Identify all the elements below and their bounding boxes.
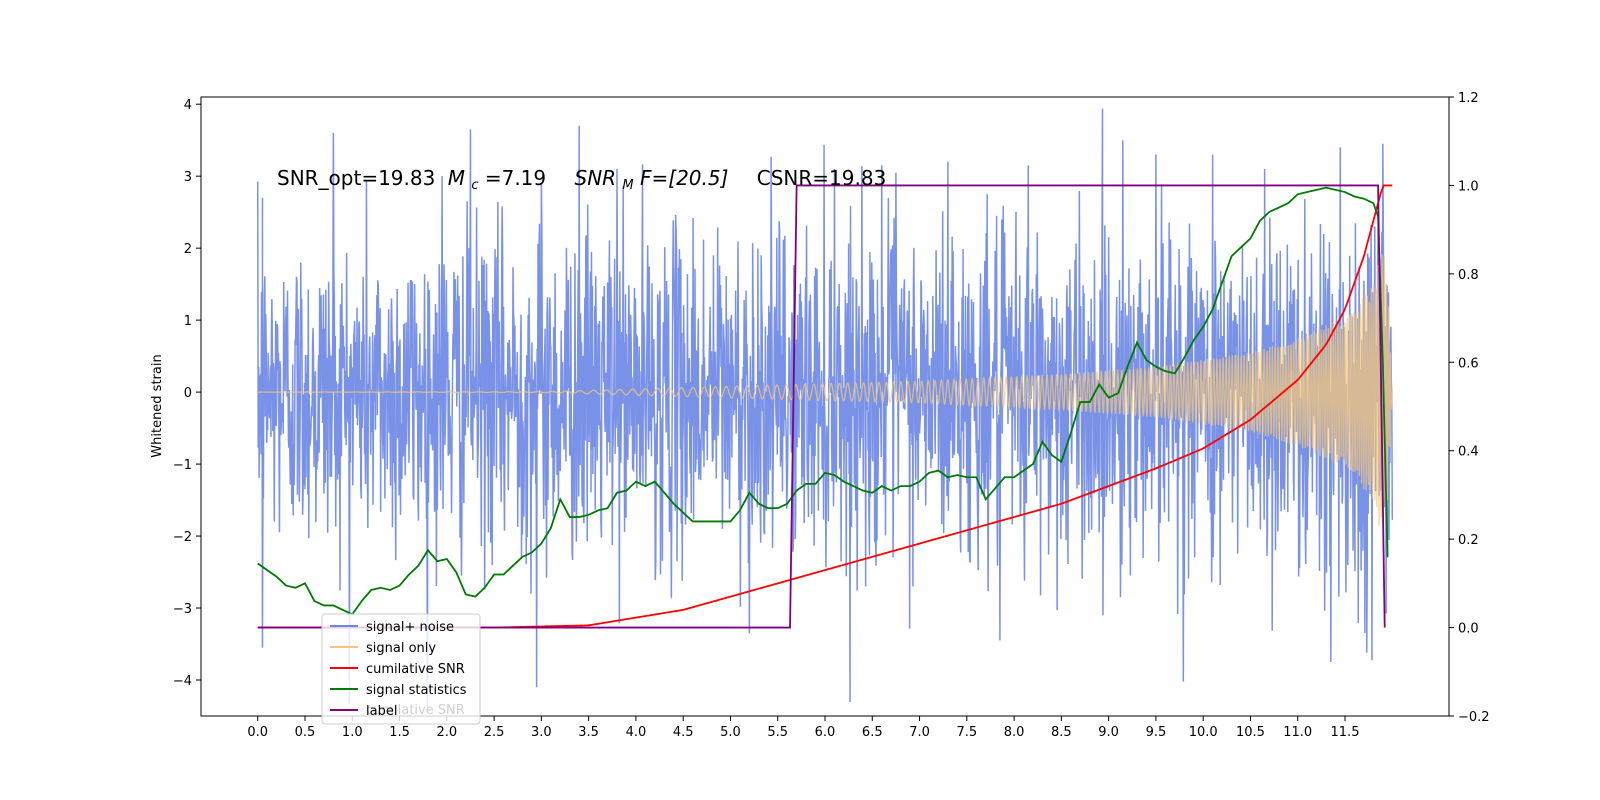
x-tick-label: 7.0 — [909, 725, 930, 740]
y2-tick-label: 0.2 — [1458, 533, 1479, 548]
annotation-mc-value: =7.19 — [485, 166, 546, 190]
y-tick-label: −1 — [173, 458, 192, 473]
x-tick-label: 11.5 — [1331, 725, 1360, 740]
series-signal-statistics — [257, 186, 1389, 616]
x-tick-label: 2.5 — [484, 725, 505, 740]
x-tick-label: 1.0 — [342, 725, 363, 740]
x-tick-label: 3.5 — [578, 725, 599, 740]
legend-label: signal+ noise — [366, 620, 454, 635]
x-tick-label: 3.0 — [531, 725, 552, 740]
y2-tick-label: 1.0 — [1458, 179, 1479, 194]
y-tick-label: 2 — [184, 242, 192, 257]
y2-tick-label: 1.2 — [1458, 91, 1479, 106]
x-tick-label: 6.5 — [862, 725, 883, 740]
annotation-mc-symbol: M — [448, 166, 465, 190]
legend-label: signal only — [366, 641, 436, 656]
x-tick-label: 9.5 — [1146, 725, 1167, 740]
y-tick-label: −4 — [173, 674, 192, 689]
x-tick-label: 9.0 — [1098, 725, 1119, 740]
y-tick-label: 1 — [184, 314, 192, 329]
x-tick-label: 2.0 — [436, 725, 457, 740]
x-tick-label: 7.5 — [956, 725, 977, 740]
y2-tick-label: 0.8 — [1458, 268, 1479, 283]
legend-label: signal statistics — [366, 683, 467, 698]
x-tick-label: 6.0 — [815, 725, 836, 740]
y-tick-label: 4 — [184, 98, 192, 113]
x-tick-label: 10.5 — [1236, 725, 1265, 740]
annotation-snrmf-subscript: M — [622, 178, 633, 193]
annotation: SNR_opt=19.83 M c =7.19 SNR M F=[20.5] C… — [277, 166, 886, 194]
series-signal-plus-noise — [256, 108, 1394, 713]
noise-layer — [256, 108, 1394, 713]
svg-text:SNR_opt=19.83 M c: SNR_opt=19.83 M c =7.19 SNR M F=[20.5] C… — [277, 166, 886, 194]
x-tick-label: 4.0 — [626, 725, 647, 740]
y2-tick-label: 0.6 — [1458, 356, 1479, 371]
x-tick-label: 11.0 — [1283, 725, 1312, 740]
annotation-mc-subscript: c — [471, 178, 478, 193]
x-tick-label: 8.5 — [1051, 725, 1072, 740]
y-tick-label: 0 — [184, 386, 192, 401]
x-tick-label: 10.0 — [1189, 725, 1218, 740]
series-signal-only — [257, 254, 1393, 539]
y-axis-label: Whitened strain — [150, 354, 165, 457]
y2-tick-label: 0.0 — [1458, 622, 1479, 637]
annotation-csnr: CSNR=19.83 — [757, 166, 887, 190]
legend-label: label — [366, 704, 397, 719]
x-axis: 0.0 0.5 1.0 1.5 2.0 2.5 3.0 3.5 4.0 4.5 5.0 5.5 6.0 6… — [247, 716, 1359, 740]
x-tick-label: 4.5 — [673, 725, 694, 740]
signal-layer — [257, 254, 1393, 539]
annotation-snrmf-symbol: SNR — [575, 166, 617, 190]
legend-box — [321, 613, 481, 725]
legend-hidden-text: cumilative SNR — [366, 703, 465, 718]
x-tick-label: 8.0 — [1004, 725, 1025, 740]
legend: cumilative SNR signal+ noise signal only cu… — [321, 613, 481, 725]
x-tick-label: 5.5 — [767, 725, 788, 740]
y-axis-right: 1.2 1.0 0.8 0.6 0.4 0.2 0.0 −0.2 — [1449, 91, 1490, 725]
x-tick-label: 5.0 — [720, 725, 741, 740]
series-label — [257, 184, 1386, 629]
y-tick-label: −3 — [173, 602, 192, 617]
y-tick-label: −2 — [173, 530, 192, 545]
y2-tick-label: 0.4 — [1458, 445, 1479, 460]
y-tick-label: 3 — [184, 170, 192, 185]
x-tick-label: 1.5 — [389, 725, 410, 740]
x-tick-label: 0.0 — [247, 725, 268, 740]
annotation-snrmf-tail: F=[20.5] — [640, 166, 728, 190]
annotation-snr-opt: SNR_opt=19.83 — [277, 166, 435, 190]
y-axis-left: 4 3 2 1 0 −1 −2 −3 −4 — [173, 98, 201, 689]
legend-label: cumilative SNR — [366, 662, 465, 677]
y2-tick-label: −0.2 — [1458, 710, 1490, 725]
x-tick-label: 0.5 — [295, 725, 316, 740]
